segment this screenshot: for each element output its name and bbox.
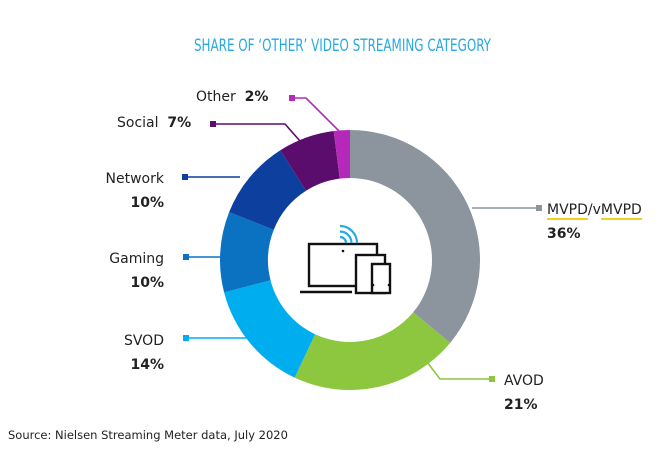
slice-name: Gaming: [109, 251, 164, 267]
slice-name: Other: [196, 89, 236, 105]
leader-line-social: [213, 123, 301, 142]
slice-mvpd-vmvpd: [350, 130, 480, 343]
label-other: Other 2%: [196, 89, 268, 105]
slice-value: 14%: [130, 357, 164, 373]
slice-name: MVPD/vMVPD: [547, 202, 642, 220]
slice-avod: [294, 312, 451, 390]
slice-gaming: [220, 212, 274, 293]
leader-marker-social: [210, 121, 216, 127]
slice-value: 10%: [130, 275, 164, 291]
slice-name: Social: [117, 115, 159, 131]
leader-marker-gaming: [183, 254, 189, 260]
slice-value: 36%: [547, 226, 581, 242]
slice-value: 7%: [167, 115, 192, 131]
leader-line-other: [292, 97, 340, 132]
source-note: Source: Nielsen Streaming Meter data, Ju…: [8, 428, 288, 442]
leader-marker-mvpd-vmvpd: [536, 205, 542, 211]
slice-value: 2%: [244, 89, 269, 105]
leader-marker-avod: [489, 376, 495, 382]
leader-marker-svod: [183, 335, 189, 341]
slice-svod: [224, 280, 316, 378]
slice-name: Network: [105, 171, 164, 187]
slice-name: AVOD: [504, 373, 544, 389]
slice-value: 10%: [130, 195, 164, 211]
label-svod: SVOD 14%: [80, 329, 164, 377]
slice-value: 21%: [504, 397, 538, 413]
slice-name: SVOD: [123, 333, 164, 349]
leader-marker-other: [289, 95, 295, 101]
label-avod: AVOD 21%: [504, 369, 544, 417]
label-network: Network 10%: [80, 167, 164, 215]
slice-social: [280, 131, 340, 191]
label-social: Social 7%: [117, 115, 191, 131]
leader-marker-network: [182, 174, 188, 180]
slice-other: [333, 130, 350, 179]
label-gaming: Gaming 10%: [80, 247, 164, 295]
chart-title: SHARE OF ‘OTHER’ VIDEO STREAMING CATEGOR…: [193, 36, 491, 56]
label-mvpd: MVPD/vMVPD 36%: [547, 198, 642, 246]
leader-line-avod: [426, 361, 492, 380]
multi-device-streaming-icon: [300, 224, 392, 295]
slice-network: [229, 150, 307, 230]
